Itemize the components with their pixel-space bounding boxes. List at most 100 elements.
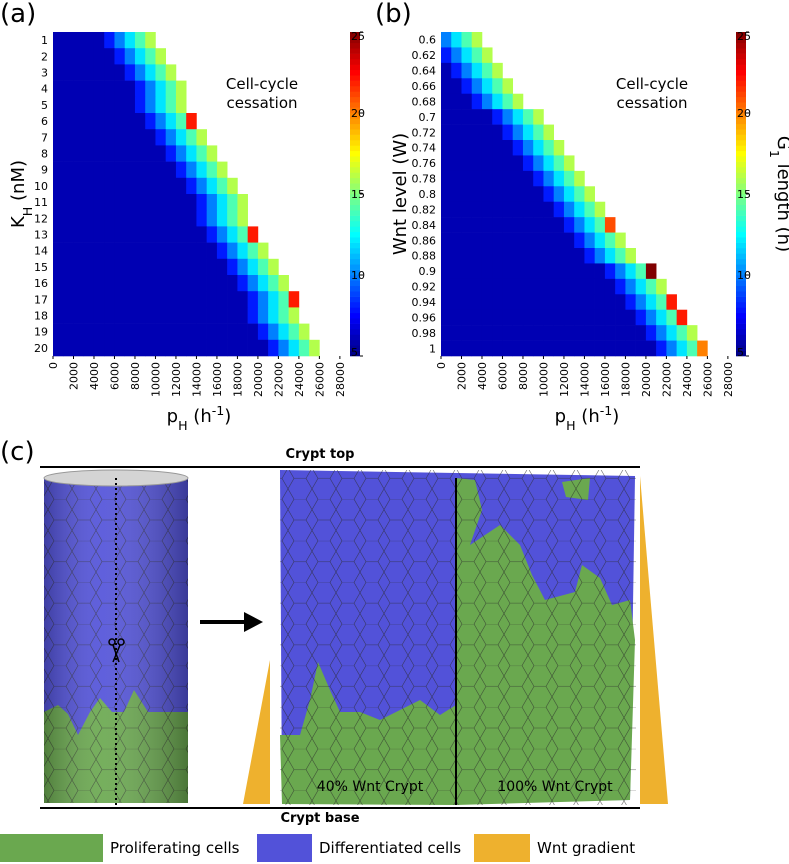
crypt-base-label: Crypt base	[280, 811, 359, 826]
heatmap-cell	[278, 291, 289, 308]
heatmap-cell	[124, 226, 136, 243]
heatmap-cell	[186, 226, 197, 243]
colorbar-segment	[736, 226, 746, 233]
colorbar-segment	[736, 269, 746, 276]
heatmap-cell	[594, 325, 606, 341]
heatmap-cell	[543, 294, 555, 311]
heatmap-cell	[481, 325, 493, 341]
heatmap-cell	[502, 78, 514, 95]
colorbar-segment	[736, 48, 746, 54]
heatmap-cell	[134, 48, 146, 65]
heatmap-cell	[512, 155, 524, 172]
heatmap-cell	[492, 340, 503, 357]
heatmap-cell	[543, 124, 555, 141]
colorbar-segment	[736, 96, 746, 103]
heatmap-cell	[186, 129, 197, 146]
heatmap-cell	[104, 64, 115, 81]
heatmap-cell	[73, 96, 85, 114]
heatmap-cell	[145, 307, 156, 324]
heatmap-cell	[574, 263, 585, 280]
heatmap-cell	[502, 309, 514, 326]
x-tick-label: 26000	[313, 362, 326, 397]
heatmap-cell	[124, 64, 136, 81]
colorbar-segment	[350, 323, 360, 330]
heatmap-cell	[93, 194, 105, 211]
heatmap-cell	[522, 294, 534, 311]
heatmap-cell	[492, 294, 503, 311]
heatmap-cell	[257, 275, 269, 292]
heatmap-cell	[155, 226, 167, 243]
heatmap-cell	[278, 323, 289, 341]
heatmap-cell	[625, 309, 636, 326]
cell-outlines	[280, 470, 636, 805]
x-tick-label: 2000	[455, 362, 468, 390]
heatmap-cell	[53, 194, 64, 211]
heatmap-cell	[134, 242, 146, 260]
y-tick-label: 0.9	[419, 265, 437, 278]
heatmap-cell	[615, 232, 626, 249]
heatmap-cell	[594, 217, 606, 233]
colorbar-tick-label: 15	[737, 188, 751, 201]
heatmap-cell	[175, 226, 187, 243]
heatmap-cell	[492, 217, 503, 233]
heatmap-cell	[145, 145, 156, 162]
heatmap-cell	[461, 201, 473, 218]
x-tick-label: 0	[435, 362, 448, 369]
heatmap-cell	[186, 307, 197, 324]
crypt-label: 100% Wnt Crypt	[497, 779, 613, 795]
x-axis-label: pH (h-1)	[555, 403, 620, 433]
heatmap-cell	[227, 307, 238, 324]
heatmap-cell	[73, 80, 85, 98]
heatmap-cell	[134, 275, 146, 292]
heatmap-cell	[104, 145, 115, 162]
heatmap-cell	[216, 275, 228, 292]
heatmap-cell	[441, 263, 452, 280]
x-axis-label-part: -1	[212, 403, 225, 418]
heatmap-cell	[268, 307, 279, 324]
heatmap-cell	[53, 275, 64, 292]
heatmap-cell	[134, 161, 146, 179]
heatmap-cell	[451, 186, 462, 203]
heatmap-cell	[155, 210, 167, 227]
heatmap-cell	[73, 161, 85, 179]
heatmap-cell	[656, 309, 667, 326]
y-tick-label: 19	[34, 326, 48, 339]
colorbar-segment	[350, 345, 360, 351]
heatmap-cell	[584, 263, 595, 280]
heatmap-cell	[134, 113, 146, 130]
heatmap-cell	[165, 129, 177, 146]
y-tick-label: 11	[34, 196, 48, 209]
heatmap-cell	[278, 307, 289, 324]
y-tick-label: 16	[34, 277, 48, 290]
y-tick-label: 0.8	[419, 188, 437, 201]
heatmap-cell	[134, 323, 146, 341]
heatmap-cell	[206, 226, 218, 243]
heatmap-cell	[186, 275, 197, 292]
colorbar-segment	[736, 253, 746, 260]
colorbar-tick-label: 5	[737, 346, 744, 359]
heatmap-cell	[481, 294, 493, 311]
heatmap-cell	[63, 339, 74, 357]
heatmap-cell	[502, 140, 514, 156]
x-axis-label-part: )	[224, 406, 231, 427]
heatmap-cell	[83, 177, 95, 195]
colorbar-segment	[736, 64, 746, 71]
heatmap-cell	[481, 62, 493, 79]
heatmap-cell	[471, 47, 483, 64]
heatmap-cell	[155, 339, 167, 357]
colorbar-segment	[350, 59, 360, 65]
heatmap-cell	[145, 291, 156, 308]
heatmap-cell	[165, 194, 177, 211]
heatmap-cell	[492, 170, 503, 187]
x-tick-label: 16000	[211, 362, 224, 397]
heatmap-cell	[471, 201, 483, 218]
heatmap-cell	[216, 161, 228, 179]
heatmap-cell	[471, 340, 483, 357]
heatmap-cell	[83, 64, 95, 81]
heatmap-cell	[93, 96, 105, 114]
heatmap-cell	[604, 278, 616, 295]
heatmap-cell	[206, 161, 218, 179]
heatmap-cell	[441, 47, 452, 64]
colorbar-segment	[736, 118, 746, 125]
heatmap-cell	[574, 340, 585, 357]
